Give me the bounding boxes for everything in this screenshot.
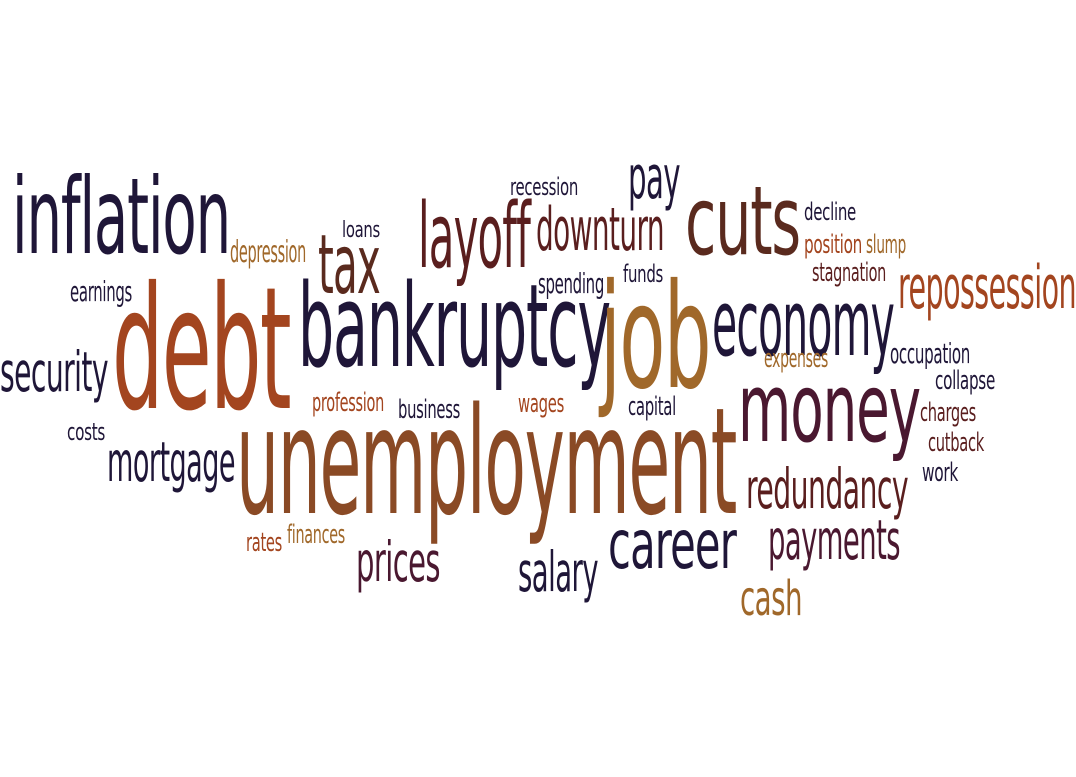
word-business: business bbox=[398, 395, 460, 425]
word-depression: depression bbox=[230, 235, 306, 270]
word-occupation: occupation bbox=[890, 337, 970, 370]
word-stagnation: stagnation bbox=[812, 258, 886, 288]
word-prices: prices bbox=[356, 530, 441, 594]
word-layoff: layoff bbox=[418, 184, 531, 289]
word-redundancy: redundancy bbox=[746, 457, 909, 521]
word-profession: profession bbox=[312, 388, 384, 418]
word-bankruptcy: bankruptcy bbox=[298, 260, 611, 394]
word-pay: pay bbox=[628, 143, 681, 213]
word-costs: costs bbox=[67, 418, 105, 446]
word-finances: finances bbox=[287, 520, 345, 550]
word-work: work bbox=[922, 458, 958, 488]
word-downturn: downturn bbox=[536, 195, 665, 265]
word-charges: charges bbox=[920, 398, 976, 428]
word-funds: funds bbox=[623, 260, 663, 288]
word-rates: rates bbox=[246, 528, 282, 558]
word-repossession: repossession bbox=[898, 253, 1076, 323]
word-cutback: cutback bbox=[928, 428, 984, 458]
word-job: job bbox=[600, 253, 712, 422]
word-position: position bbox=[804, 230, 862, 260]
word-spending: spending bbox=[538, 267, 604, 300]
word-career: career bbox=[608, 506, 737, 585]
word-unemployment: unemployment bbox=[236, 376, 737, 548]
word-wages: wages bbox=[518, 389, 564, 419]
word-payments: payments bbox=[768, 508, 901, 572]
word-tax: tax bbox=[318, 218, 381, 313]
word-salary: salary bbox=[518, 540, 599, 604]
word-inflation: inflation bbox=[12, 156, 231, 278]
word-collapse: collapse bbox=[935, 366, 995, 396]
word-money: money bbox=[738, 354, 921, 464]
word-expenses: expenses bbox=[764, 344, 828, 374]
word-cash: cash bbox=[740, 571, 803, 627]
word-decline: decline bbox=[804, 198, 856, 226]
word-debt: debt bbox=[112, 251, 292, 449]
word-earnings: earnings bbox=[70, 275, 132, 308]
word-loans: loans bbox=[342, 218, 380, 243]
word-security: security bbox=[0, 340, 109, 404]
word-cuts: cuts bbox=[685, 167, 801, 277]
word-slump: slump bbox=[866, 230, 906, 260]
word-economy: economy bbox=[712, 270, 895, 377]
word-capital: capital bbox=[628, 392, 676, 422]
word-mortgage: mortgage bbox=[107, 430, 236, 494]
word-recession: recession bbox=[510, 173, 578, 201]
